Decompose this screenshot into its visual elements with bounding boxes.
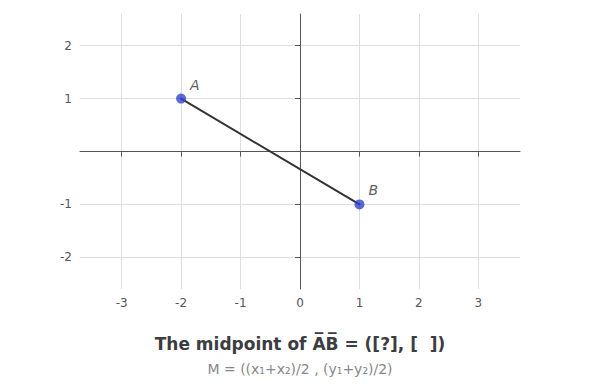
svg-text:The midpoint of A̅B̅ = ([?], [: The midpoint of A̅B̅ = ([?], [ ]) <box>155 332 446 353</box>
svg-text:-1: -1 <box>235 296 247 310</box>
svg-text:-2: -2 <box>60 250 72 264</box>
svg-text:M = ((x₁+x₂)/2 , (y₁+y₂)/2): M = ((x₁+x₂)/2 , (y₁+y₂)/2) <box>207 361 392 377</box>
svg-text:1: 1 <box>356 296 364 310</box>
svg-text:-2: -2 <box>175 296 187 310</box>
svg-text:B: B <box>368 182 378 198</box>
svg-text:3: 3 <box>475 296 483 310</box>
svg-text:2: 2 <box>415 296 423 310</box>
svg-text:0: 0 <box>296 296 304 310</box>
svg-text:2: 2 <box>64 39 72 53</box>
svg-text:-3: -3 <box>116 296 128 310</box>
svg-text:A: A <box>189 77 200 93</box>
svg-text:1: 1 <box>64 92 72 106</box>
svg-text:-1: -1 <box>60 197 72 211</box>
